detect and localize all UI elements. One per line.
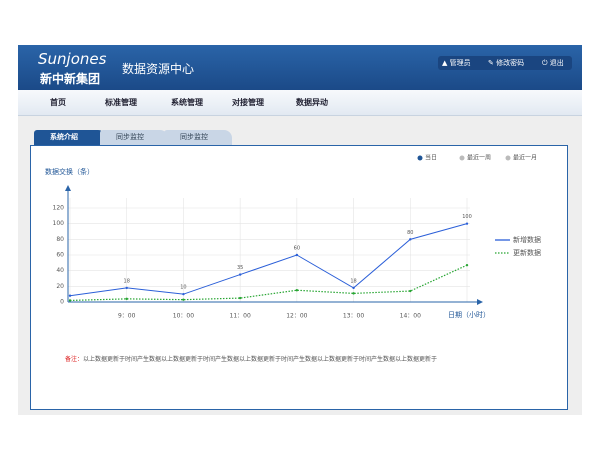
y-tick-label: 100 <box>53 220 65 227</box>
data-label: 60 <box>294 246 300 252</box>
link-text[interactable]: 退出 <box>549 59 564 67</box>
data-label: 80 <box>407 230 413 236</box>
x-axis-title: 日期（小时） <box>448 310 490 319</box>
point <box>182 292 185 296</box>
panel <box>30 145 568 410</box>
note-text: 以上数据更新于时间产生数据以上数据更新于时间产生数据以上数据更新于时间产生数据以… <box>83 356 438 363</box>
tab[interactable]: 同步监控 <box>100 130 168 145</box>
point <box>125 297 128 301</box>
filter-label: 当日 <box>425 154 437 162</box>
filter-radio <box>417 155 423 161</box>
data-label: 35 <box>237 265 243 271</box>
link-text[interactable]: 管理员 <box>449 59 471 67</box>
x-tick-label: 10：00 <box>173 313 194 320</box>
series-line <box>69 264 468 302</box>
point <box>465 222 469 225</box>
y-tick-label: 60 <box>56 252 64 259</box>
brand: Sunjones <box>38 50 107 68</box>
filter-label: 最近一周 <box>467 154 491 162</box>
y-tick-label: 120 <box>53 205 65 212</box>
y-axis-arrow <box>65 185 71 191</box>
y-tick-label: 0 <box>60 299 64 306</box>
filter-radio <box>459 155 465 161</box>
y-tick-label: 40 <box>56 267 64 274</box>
nav-item[interactable]: 数据异动 <box>296 98 328 107</box>
y-tick-label: 20 <box>56 283 64 290</box>
x-axis-arrow <box>477 299 483 305</box>
point <box>409 238 412 241</box>
link-text[interactable]: 修改密码 <box>496 59 525 67</box>
tab-active[interactable]: 系统介绍 <box>34 130 106 145</box>
point <box>182 298 185 301</box>
x-tick-label: 13：00 <box>343 313 364 320</box>
tab[interactable]: 同步监控 <box>164 130 232 145</box>
point <box>295 253 299 257</box>
note: 备注：以上数据更新于时间产生数据以上数据更新于时间产生数据以上数据更新于时间产生… <box>65 354 437 363</box>
point <box>295 289 299 292</box>
x-tick-label: 14：00 <box>400 313 421 320</box>
legend-label: 更新数据 <box>513 248 541 257</box>
series-line <box>69 223 468 297</box>
point <box>352 286 355 290</box>
link-logout[interactable]: ⏻ 退出 <box>542 59 564 67</box>
data-label: 18 <box>124 278 130 284</box>
nav-item[interactable]: 首页 <box>50 98 66 107</box>
point <box>68 299 72 302</box>
point <box>238 273 242 276</box>
nav-bar: 首页 标准管理 系统管理 对接管理 数据异动 <box>18 90 582 116</box>
y-tick-label: 80 <box>56 236 64 243</box>
note-label: 备注： <box>65 356 84 363</box>
filter-radio <box>505 155 511 161</box>
link-password[interactable]: ✎ 修改密码 <box>488 59 525 67</box>
y-axis-title: 数据交换（条） <box>45 167 94 176</box>
x-tick-label: 9：00 <box>118 313 136 320</box>
x-tick-label: 11：00 <box>230 313 251 320</box>
legend-label: 新增数据 <box>513 235 541 244</box>
nav-item[interactable]: 对接管理 <box>232 98 264 107</box>
data-label: 18 <box>350 278 356 284</box>
link-admin[interactable]: ▲ 管理员 <box>442 59 471 67</box>
nav-item[interactable]: 系统管理 <box>171 98 203 107</box>
point <box>409 289 412 293</box>
link-bar <box>438 56 572 70</box>
company: 新中新集团 <box>40 72 101 86</box>
point <box>68 294 72 297</box>
point <box>352 292 355 295</box>
data-label: 10 <box>180 285 186 291</box>
app-title: 数据资源中心 <box>122 62 195 76</box>
data-label: 100 <box>462 214 472 220</box>
point <box>465 263 469 267</box>
nav-item[interactable]: 标准管理 <box>105 98 137 107</box>
filter-label: 最近一月 <box>513 154 537 162</box>
point <box>238 296 242 300</box>
x-tick-label: 12：00 <box>286 313 307 320</box>
header: Sunjones 新中新集团 数据资源中心 ▲ 管理员 ✎ 修改密码 ⏻ 退出 <box>18 45 582 90</box>
point <box>125 286 128 290</box>
